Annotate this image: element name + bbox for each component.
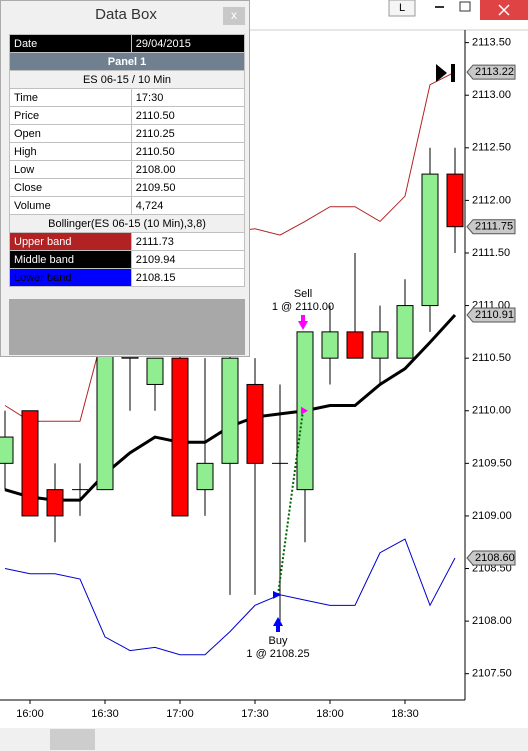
maximize[interactable] [459, 1, 471, 12]
x-tick-label: 18:00 [316, 708, 344, 720]
sell-label: Sell [294, 288, 312, 300]
buy-marker [273, 590, 281, 599]
y-tick-label: 2112.00 [472, 194, 511, 206]
trade-link [277, 410, 304, 595]
y-tick-label: 2112.50 [472, 142, 511, 154]
candle-body [421, 173, 439, 307]
y-tick-label: 2113.50 [472, 37, 511, 49]
l-button-label[interactable]: L [399, 2, 405, 14]
scrollbar[interactable] [0, 728, 528, 751]
close-icon [498, 4, 510, 16]
candle-body [446, 173, 464, 228]
x-tick-label: 16:00 [16, 708, 44, 720]
candle-body [46, 489, 64, 517]
label: Volume [9, 196, 132, 215]
y-tick-label: 2110.50 [472, 352, 511, 364]
band-line [4, 538, 456, 656]
data-box: Data Box x Date 29/04/2015 Panel 1 ES 06-… [0, 0, 250, 357]
price-tag-label: 2111.75 [475, 221, 513, 233]
value: 2110.25 [130, 124, 246, 143]
y-tick-label: 2110.00 [472, 405, 511, 417]
sell-arrow [298, 315, 308, 330]
data-box-title: Data Box [95, 6, 157, 23]
indicator: Bollinger(ES 06-15 (10 Min),3,8) [9, 214, 245, 233]
instrument: ES 06-15 / 10 Min [9, 70, 245, 89]
y-tick-label: 2108.00 [472, 615, 512, 627]
x-tick-label: 17:30 [241, 708, 269, 720]
empty-area [9, 299, 245, 355]
price-tag-label: 2113.22 [475, 66, 514, 78]
label: Low [9, 160, 132, 179]
value: 2109.50 [130, 178, 246, 197]
buy-label: Buy [269, 635, 288, 647]
candle-body [371, 331, 389, 359]
candle-body [221, 357, 239, 464]
price-tag [466, 219, 516, 235]
candle-body [396, 305, 414, 359]
value: 2109.94 [130, 250, 246, 269]
candle-body [346, 331, 364, 359]
label: Open [9, 124, 132, 143]
label: Lower band [9, 268, 132, 287]
candle-body [146, 357, 164, 385]
label: Middle band [9, 250, 132, 269]
label: Price [9, 106, 132, 125]
value: 29/04/2015 [130, 34, 246, 53]
value: 2108.15 [130, 268, 246, 287]
x-tick-label: 17:00 [166, 708, 194, 720]
candle-body [196, 462, 214, 491]
buy-text: 1 @ 2108.25 [246, 648, 309, 660]
sell-text: 1 @ 2110.00 [272, 301, 334, 313]
value: 2110.50 [130, 142, 246, 161]
y-tick-label: 2113.00 [472, 89, 511, 101]
label: Upper band [9, 232, 132, 251]
l-button[interactable] [388, 0, 416, 17]
buy-arrow [273, 617, 283, 632]
value: 2108.00 [130, 160, 246, 179]
price-tag-label: 2110.91 [475, 309, 514, 321]
label: Time [9, 88, 132, 107]
y-tick-label: 2109.50 [472, 457, 512, 469]
price-tag-label: 2108.60 [475, 552, 515, 564]
value: 2111.73 [130, 232, 246, 251]
data-table: Date 29/04/2015 Panel 1 ES 06-15 / 10 Min… [9, 34, 246, 287]
sell-marker [301, 406, 308, 415]
y-tick-label: 2107.50 [472, 668, 512, 680]
y-tick-label: 2109.00 [472, 510, 512, 522]
price-tag [466, 550, 516, 566]
label: Date [9, 34, 132, 53]
data-box-close[interactable]: x [223, 7, 245, 25]
y-tick-label: 2111.50 [472, 247, 510, 259]
value: 2110.50 [130, 106, 246, 125]
minimize[interactable] [435, 6, 444, 8]
label: High [9, 142, 132, 161]
price-tag [466, 64, 516, 80]
candle-body [171, 357, 189, 517]
go-to-end[interactable] [436, 64, 455, 82]
label: Close [9, 178, 132, 197]
value: 17:30 [130, 88, 246, 107]
scroll-thumb[interactable] [50, 729, 95, 750]
x-tick-label: 16:30 [91, 708, 119, 720]
x-tick-label: 18:30 [391, 708, 419, 720]
candle-body [0, 436, 14, 464]
panel: Panel 1 [9, 52, 245, 71]
candle-body [321, 331, 339, 359]
price-tag [466, 307, 516, 323]
candle-body [246, 383, 264, 464]
candle-body [21, 410, 39, 517]
value: 4,724 [130, 196, 246, 215]
